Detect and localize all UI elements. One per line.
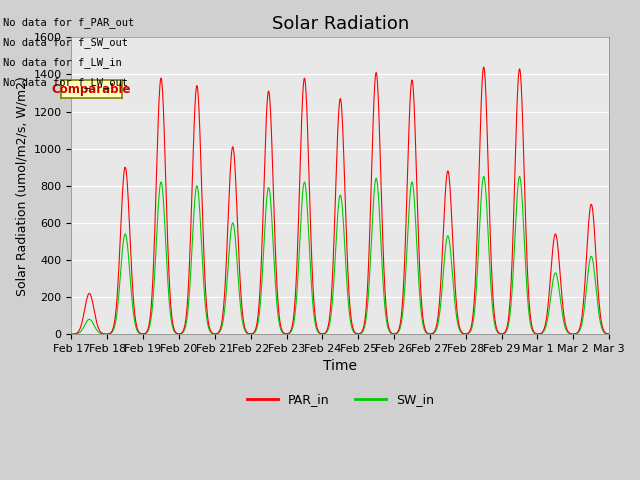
Legend: PAR_in, SW_in: PAR_in, SW_in [242,388,439,411]
Text: No data for f_SW_out: No data for f_SW_out [3,37,128,48]
Text: No data for f_LW_in: No data for f_LW_in [3,57,122,68]
X-axis label: Time: Time [323,360,357,373]
Text: No data for f_PAR_out: No data for f_PAR_out [3,17,134,28]
Title: Solar Radiation: Solar Radiation [271,15,409,33]
Text: No data for f_LW_out: No data for f_LW_out [3,77,128,88]
Text: Comparable: Comparable [51,83,131,96]
Y-axis label: Solar Radiation (umol/m2/s, W/m2): Solar Radiation (umol/m2/s, W/m2) [15,76,28,296]
